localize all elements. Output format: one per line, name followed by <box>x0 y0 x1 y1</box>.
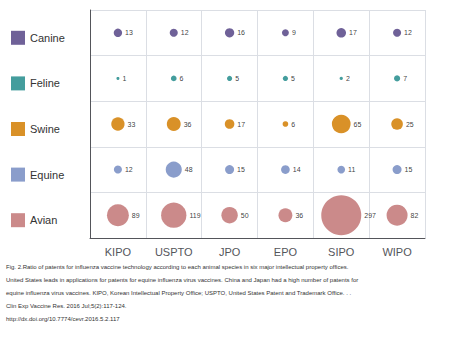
svg-text:Feline: Feline <box>30 77 60 89</box>
svg-text:15: 15 <box>237 166 245 173</box>
svg-text:JPO: JPO <box>219 246 241 258</box>
svg-text:17: 17 <box>237 121 245 128</box>
svg-text:SIPO: SIPO <box>328 246 355 258</box>
svg-text:WIPO: WIPO <box>382 246 412 258</box>
svg-text:50: 50 <box>241 212 249 219</box>
svg-text:36: 36 <box>184 121 192 128</box>
svg-text:12: 12 <box>404 29 412 36</box>
svg-text:Equine: Equine <box>30 169 64 181</box>
svg-text:82: 82 <box>411 212 419 219</box>
svg-text:16: 16 <box>237 29 245 36</box>
svg-text:5: 5 <box>291 75 295 82</box>
svg-text:48: 48 <box>185 166 193 173</box>
svg-text:36: 36 <box>295 212 303 219</box>
svg-text:33: 33 <box>128 121 136 128</box>
svg-text:1: 1 <box>122 75 126 82</box>
svg-text:United States leads in applica: United States leads in applications for … <box>6 277 358 283</box>
svg-text:Avian: Avian <box>30 214 57 226</box>
svg-text:7: 7 <box>403 75 407 82</box>
svg-text:http://dx.doi.org/10.7774/cevr: http://dx.doi.org/10.7774/cevr.2016.5.2.… <box>6 316 120 322</box>
svg-text:equine influenza virus vaccine: equine influenza virus vaccines. KIPO, K… <box>6 290 352 296</box>
svg-text:14: 14 <box>293 166 301 173</box>
svg-text:9: 9 <box>292 29 296 36</box>
svg-text:Clin Exp Vaccine Res. 2016 Jul: Clin Exp Vaccine Res. 2016 Jul;5(2):117-… <box>6 303 127 309</box>
svg-text:12: 12 <box>181 29 189 36</box>
svg-text:KIPO: KIPO <box>105 246 132 258</box>
svg-text:Canine: Canine <box>30 32 65 44</box>
svg-text:13: 13 <box>125 29 133 36</box>
svg-text:17: 17 <box>349 29 357 36</box>
svg-text:Fig. 2.Ratio of patents for in: Fig. 2.Ratio of patents for influenza va… <box>6 264 349 270</box>
svg-text:89: 89 <box>132 212 140 219</box>
svg-text:119: 119 <box>189 212 200 219</box>
svg-text:25: 25 <box>406 121 414 128</box>
svg-text:65: 65 <box>354 121 362 128</box>
svg-text:EPO: EPO <box>274 246 298 258</box>
svg-text:11: 11 <box>348 166 355 173</box>
svg-text:5: 5 <box>235 75 239 82</box>
svg-text:6: 6 <box>291 121 295 128</box>
svg-text:12: 12 <box>125 166 133 173</box>
svg-text:6: 6 <box>180 75 184 82</box>
svg-text:USPTO: USPTO <box>155 246 193 258</box>
svg-text:2: 2 <box>346 75 350 82</box>
svg-text:Swine: Swine <box>30 123 60 135</box>
svg-text:297: 297 <box>364 212 376 219</box>
svg-text:15: 15 <box>405 166 413 173</box>
